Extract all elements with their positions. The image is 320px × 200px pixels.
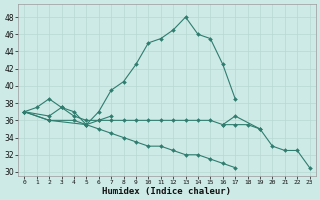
X-axis label: Humidex (Indice chaleur): Humidex (Indice chaleur) — [102, 187, 231, 196]
